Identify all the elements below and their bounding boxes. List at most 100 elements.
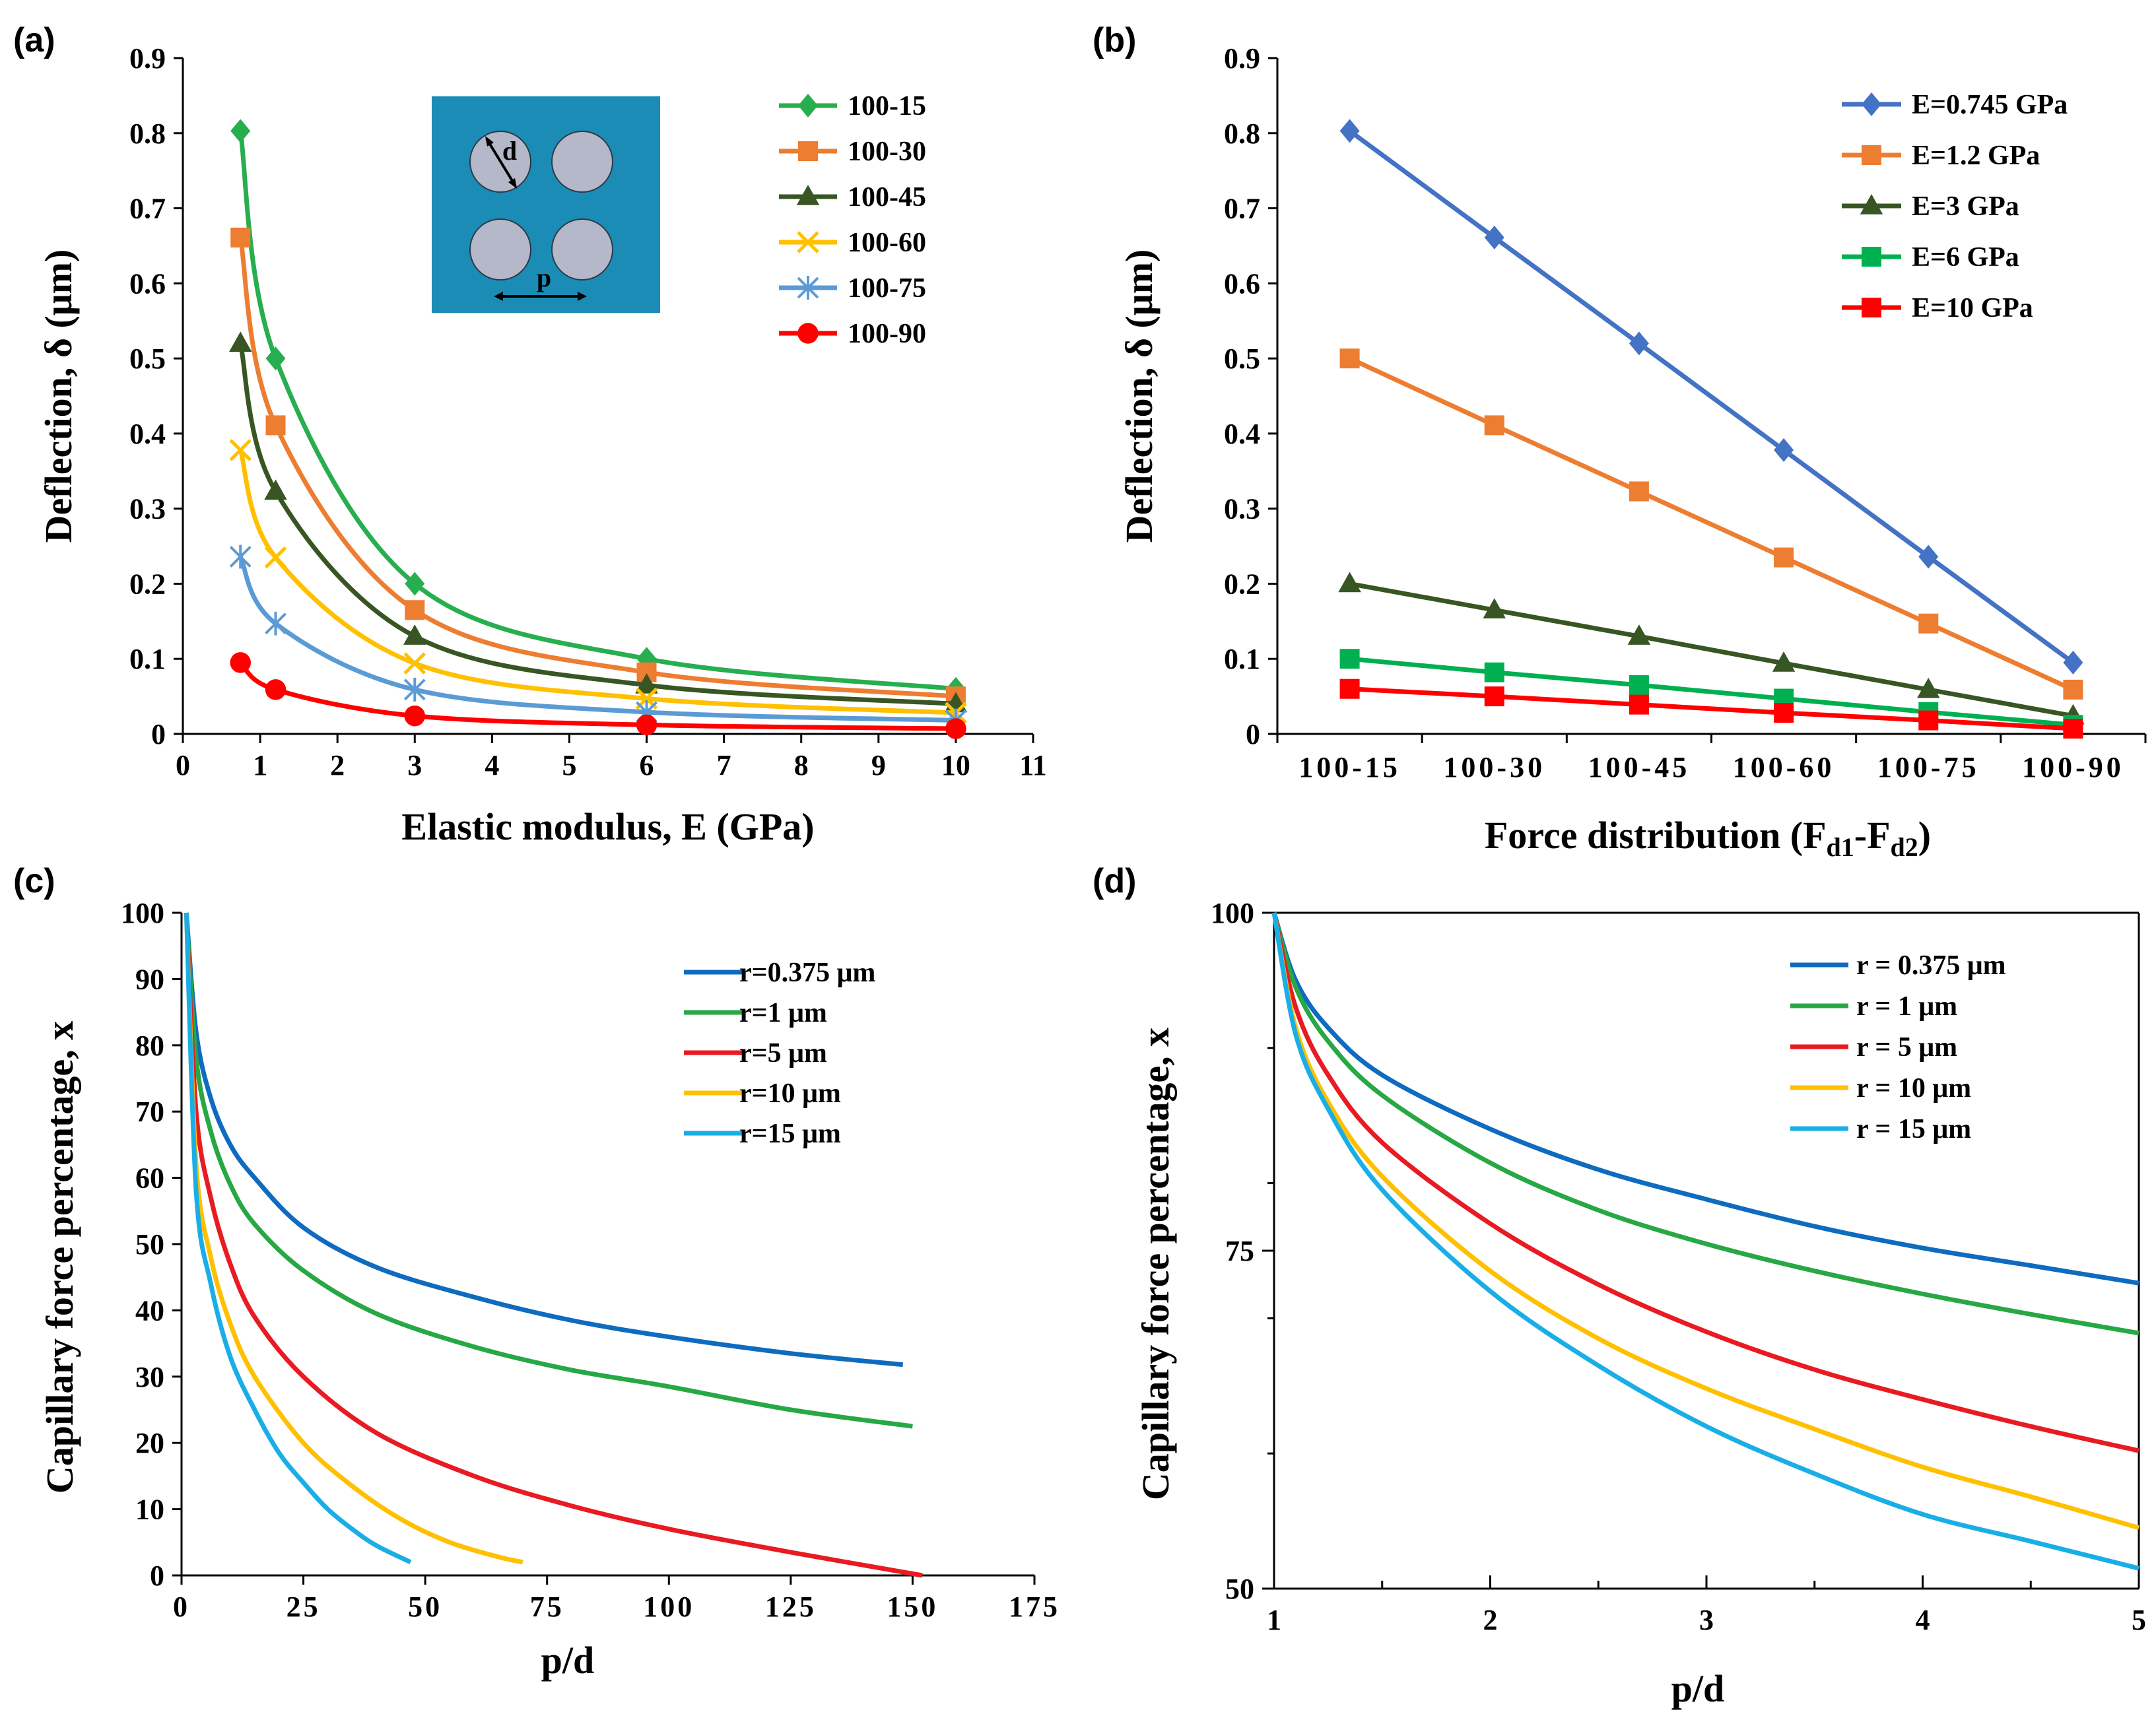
inset-arrowhead (494, 292, 503, 301)
inset-arrowhead (485, 136, 494, 147)
inset-p-label: p (537, 263, 551, 292)
legend-marker-100-15 (798, 94, 818, 117)
series-line-r=5 μm (184, 912, 923, 1578)
data-point-E=1.2 GPa (1629, 481, 1649, 502)
y-axis-title: Deflection, δ (μm) (37, 249, 80, 543)
y-tick-label: 0 (151, 718, 166, 750)
x-category-label: 100-90 (2022, 751, 2124, 783)
legend-label: 100-45 (848, 182, 926, 213)
series-line-r = 15 μm (1271, 912, 2139, 1571)
x-axis-title-part: -F (1854, 814, 1891, 857)
y-tick-label: 100 (121, 897, 164, 929)
data-point-E=10 GPa (1918, 710, 1939, 731)
series-line-r = 1 μm (1271, 912, 2139, 1336)
data-point-100-45 (635, 673, 658, 694)
x-axis-title-part: Force distribution (F (1485, 814, 1827, 857)
legend-marker-E=6 GPa (1862, 247, 1881, 267)
series-line-r=0.375 μm (184, 912, 904, 1368)
data-point-100-30 (405, 600, 425, 620)
y-tick-label: 0.2 (1224, 568, 1260, 600)
data-point-E=1.2 GPa (2063, 679, 2083, 700)
data-point-E=0.745 GPa (1484, 225, 1504, 249)
x-axis-title: Elastic modulus, E (GPa) (401, 805, 814, 848)
legend-label: 100-75 (848, 273, 926, 304)
y-tick-label: 50 (135, 1228, 164, 1261)
x-tick-label: 4 (1916, 1604, 1930, 1636)
data-point-100-90 (404, 705, 426, 727)
y-tick-label: 90 (135, 963, 164, 995)
legend-label: 100-15 (848, 91, 926, 121)
data-point-E=0.745 GPa (1629, 331, 1649, 356)
data-point-100-90 (636, 714, 657, 736)
y-tick-label: 60 (135, 1162, 164, 1195)
data-point-E=10 GPa (1339, 678, 1360, 699)
x-axis-title: p/d (541, 1639, 595, 1682)
inset-background (432, 96, 660, 313)
legend-label: r = 15 μm (1856, 1114, 1971, 1144)
x-axis-title-part: d1 (1827, 832, 1854, 862)
y-axis-title: Capillary force percentage, x (1134, 1028, 1177, 1500)
y-tick-label: 75 (1225, 1235, 1254, 1267)
data-point-E=10 GPa (1629, 694, 1649, 715)
legend-marker-100-30 (798, 141, 818, 161)
y-tick-label: 0.5 (1224, 343, 1260, 375)
series-line-r = 0.375 μm (1271, 911, 2139, 1286)
series-line-100-60 (238, 449, 957, 715)
inset-pillar-circle (551, 131, 613, 193)
legend-label: 100-30 (848, 137, 926, 167)
inset-arrowhead (578, 292, 587, 301)
data-point-100-90 (945, 718, 966, 739)
data-point-100-90 (265, 679, 286, 700)
data-point-100-60-stroke2 (229, 439, 252, 461)
legend-label: r=5 μm (739, 1038, 827, 1069)
data-point-E=3 GPa (1483, 598, 1506, 619)
y-tick-label: 0.7 (1224, 193, 1260, 225)
legend-marker-100-60-stroke2 (797, 231, 819, 253)
panel-b: (b) 0 0.1 0.2 0.3 0.4 0.5 0.6 0.7 0.8 0.9 100-15 100… (1093, 21, 2147, 862)
legend-marker-E=1.2 GPa (1862, 145, 1881, 165)
legend-label: E=0.745 GPa (1912, 90, 2068, 120)
panel-d: (d) 50 75 100 1 2 3 4 5 p/d Capillary force percen… (1093, 862, 2146, 1710)
data-point-E=0.745 GPa (2063, 650, 2083, 675)
series-line-E=3 GPa (1349, 581, 2074, 719)
y-tick-label: 0 (1246, 718, 1260, 750)
legend-label: r = 10 μm (1856, 1073, 1971, 1104)
y-tick-label: 0.6 (1224, 267, 1260, 300)
x-tick-label: 1 (1267, 1604, 1281, 1636)
series-line-r=1 μm (184, 912, 913, 1429)
data-point-100-75 (265, 611, 286, 636)
legend-marker-100-45 (796, 185, 820, 205)
x-tick-label: 175 (1009, 1591, 1060, 1623)
data-point-100-30 (265, 415, 286, 436)
x-tick-label: 5 (562, 749, 576, 781)
y-tick-label: 20 (135, 1427, 164, 1459)
series-line-E=1.2 GPa (1349, 356, 2074, 692)
x-tick-label: 100 (643, 1591, 694, 1623)
panel-label: (a) (13, 21, 55, 59)
x-tick-label: 3 (1699, 1604, 1714, 1636)
y-tick-label: 0.7 (129, 193, 166, 225)
y-tick-label: 0.3 (129, 493, 166, 525)
y-tick-label: 0.8 (129, 117, 166, 150)
series-line-r = 5 μm (1271, 912, 2139, 1453)
inset-pillar-diagram: dp (432, 96, 660, 313)
series-line-r=10 μm (184, 912, 523, 1565)
data-point-E=1.2 GPa (1339, 348, 1360, 369)
y-tick-label: 30 (135, 1361, 164, 1393)
legend-marker-E=10 GPa (1862, 298, 1881, 317)
y-tick-label: 0.1 (129, 643, 166, 675)
y-tick-label: 0.9 (129, 42, 166, 75)
series-line-r=15 μm (184, 912, 412, 1565)
legend-marker-100-75 (797, 276, 819, 300)
x-category-label: 100-45 (1588, 751, 1691, 783)
series-line-E=0.745 GPa (1348, 129, 2075, 665)
panel-label: (b) (1093, 21, 1136, 59)
legend-label: r=1 μm (739, 998, 827, 1028)
legend-marker-E=3 GPa (1860, 194, 1883, 214)
x-tick-label: 2 (1483, 1604, 1498, 1636)
inset-pillar-circle (469, 218, 531, 280)
y-tick-label: 0.4 (1224, 418, 1260, 450)
x-tick-label: 3 (407, 749, 422, 781)
x-axis-title-part: ) (1918, 814, 1931, 857)
